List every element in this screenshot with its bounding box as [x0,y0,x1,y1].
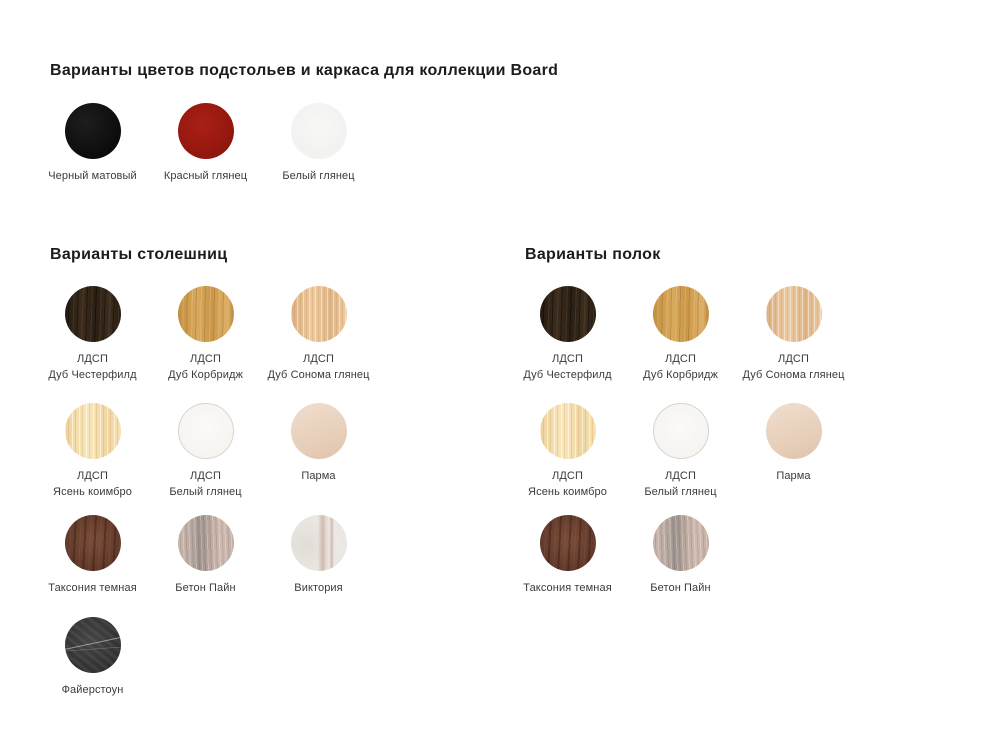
swatch-label: Черный матовый [48,170,137,182]
viktoriya-swatch-circle [290,515,347,571]
parma-swatch-circle [765,403,822,459]
swatch-white-gloss: Белый глянец [262,103,375,185]
tabletops-section-title: Варианты столешниц [50,246,228,263]
swatch-ldsp-dub-korbridzh: ЛДСП Дуб Корбридж [149,286,262,403]
ldsp-dub-chesterfild-swatch-circle [539,286,596,342]
ldsp-belyi-glyanets-swatch-circle [177,403,234,459]
ldsp-dub-korbridzh-swatch-circle [177,286,234,342]
swatch-ldsp-belyi-glyanets: ЛДСП Белый глянец [149,403,262,515]
swatch-label: ЛДСП Белый глянец [644,470,717,498]
shelves-swatch-grid: ЛДСП Дуб Честерфилд ЛДСП Дуб Корбридж ЛДСП Ду… [511,286,850,597]
ldsp-yasen-koimbro-swatch-circle [64,403,121,459]
ldsp-dub-chesterfild-swatch-circle [64,286,121,342]
frame-colors-swatch-grid: Черный матовый Красный глянец Белый глянец [36,103,375,185]
swatch-parma: Парма [737,403,850,515]
swatch-label: ЛДСП Дуб Сонома глянец [742,353,845,381]
swatch-label: Бетон Пайн [175,582,236,594]
swatch-label: ЛДСП Дуб Честерфилд [523,353,612,381]
swatch-label: Парма [776,470,811,482]
taksoniya-temnaya-swatch-circle [64,515,121,571]
red-gloss-swatch-circle [177,103,234,159]
parma-swatch-circle [290,403,347,459]
swatch-label: ЛДСП Ясень коимбро [53,470,132,498]
ldsp-yasen-koimbro-swatch-circle [539,403,596,459]
swatch-fayerstoun: Файерстоун [36,617,149,699]
swatch-ldsp-dub-sonoma: ЛДСП Дуб Сонома глянец [737,286,850,403]
swatch-label: ЛДСП Дуб Корбридж [643,353,718,381]
swatch-parma: Парма [262,403,375,515]
frame-colors-section-title: Варианты цветов подстольев и каркаса для… [50,62,559,79]
swatch-ldsp-dub-korbridzh: ЛДСП Дуб Корбридж [624,286,737,403]
swatch-beton-pain: Бетон Пайн [149,515,262,617]
swatch-viktoriya: Виктория [262,515,375,617]
swatch-ldsp-dub-chesterfild: ЛДСП Дуб Честерфилд [36,286,149,403]
swatch-ldsp-belyi-glyanets: ЛДСП Белый глянец [624,403,737,515]
swatch-label: Таксония темная [523,582,612,594]
swatch-label: Таксония темная [48,582,137,594]
swatch-ldsp-dub-chesterfild: ЛДСП Дуб Честерфилд [511,286,624,403]
swatch-label: ЛДСП Дуб Сонома глянец [267,353,370,381]
swatch-label: ЛДСП Ясень коимбро [528,470,607,498]
swatch-ldsp-yasen-koimbro: ЛДСП Ясень коимбро [36,403,149,515]
swatch-ldsp-yasen-koimbro: ЛДСП Ясень коимбро [511,403,624,515]
beton-pain-swatch-circle [652,515,709,571]
swatch-black-matte: Черный матовый [36,103,149,185]
tabletops-swatch-grid: ЛДСП Дуб Честерфилд ЛДСП Дуб Корбридж ЛДСП Ду… [36,286,375,699]
swatch-beton-pain: Бетон Пайн [624,515,737,597]
swatch-taksoniya-temnaya: Таксония темная [511,515,624,597]
white-gloss-swatch-circle [290,103,347,159]
swatch-taksoniya-temnaya: Таксония темная [36,515,149,617]
swatch-label: ЛДСП Дуб Честерфилд [48,353,137,381]
ldsp-dub-sonoma-swatch-circle [290,286,347,342]
swatch-label: Белый глянец [282,170,355,182]
black-matte-swatch-circle [64,103,121,159]
ldsp-belyi-glyanets-swatch-circle [652,403,709,459]
swatch-label: Красный глянец [163,170,248,182]
swatch-label: Виктория [294,582,343,594]
swatch-label: Парма [301,470,336,482]
fayerstoun-swatch-circle [64,617,121,673]
shelves-section-title: Варианты полок [525,246,661,263]
beton-pain-swatch-circle [177,515,234,571]
swatch-red-gloss: Красный глянец [149,103,262,185]
swatch-label: ЛДСП Дуб Корбридж [168,353,243,381]
ldsp-dub-korbridzh-swatch-circle [652,286,709,342]
swatch-label: Файерстоун [61,684,124,696]
swatch-label: Бетон Пайн [650,582,711,594]
swatch-ldsp-dub-sonoma: ЛДСП Дуб Сонома глянец [262,286,375,403]
ldsp-dub-sonoma-swatch-circle [765,286,822,342]
taksoniya-temnaya-swatch-circle [539,515,596,571]
swatch-label: ЛДСП Белый глянец [169,470,242,498]
